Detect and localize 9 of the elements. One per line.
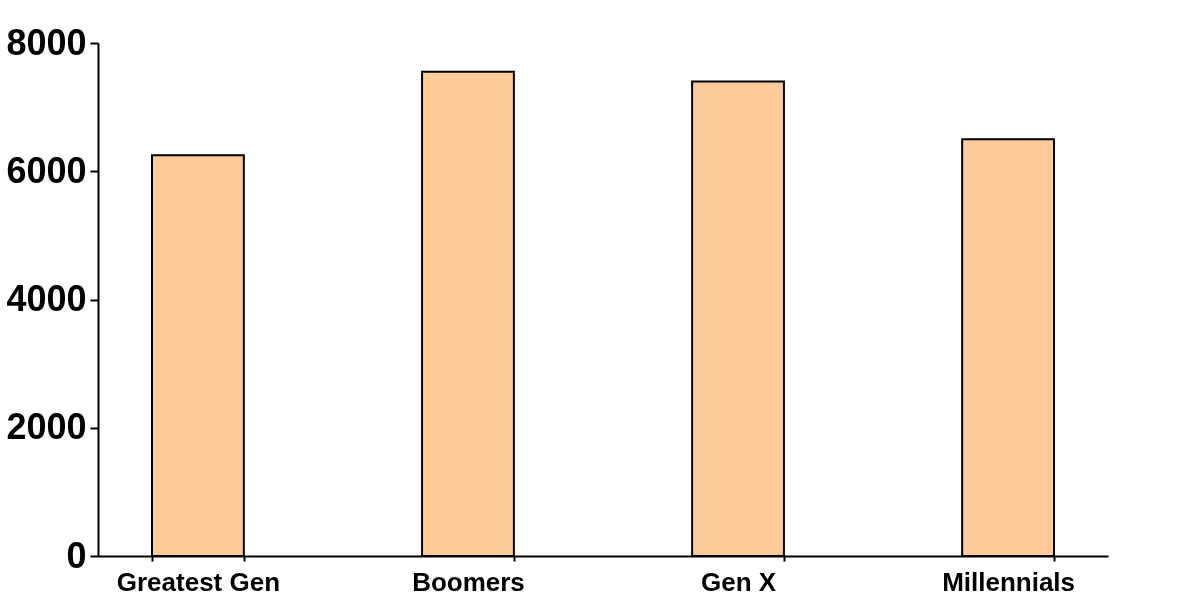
y-tick-label: 0: [66, 534, 87, 576]
y-tick-label: 6000: [6, 149, 87, 191]
x-tick-label: Gen X: [700, 566, 777, 597]
x-tick-label: Boomers: [412, 566, 525, 597]
y-tick-label: 2000: [6, 406, 87, 448]
y-tick-label: 4000: [6, 278, 87, 319]
x-tick-label: Millennials: [942, 566, 1076, 597]
y-tick-label: 8000: [6, 21, 87, 63]
x-tick-label: Greatest Gen: [116, 566, 281, 597]
